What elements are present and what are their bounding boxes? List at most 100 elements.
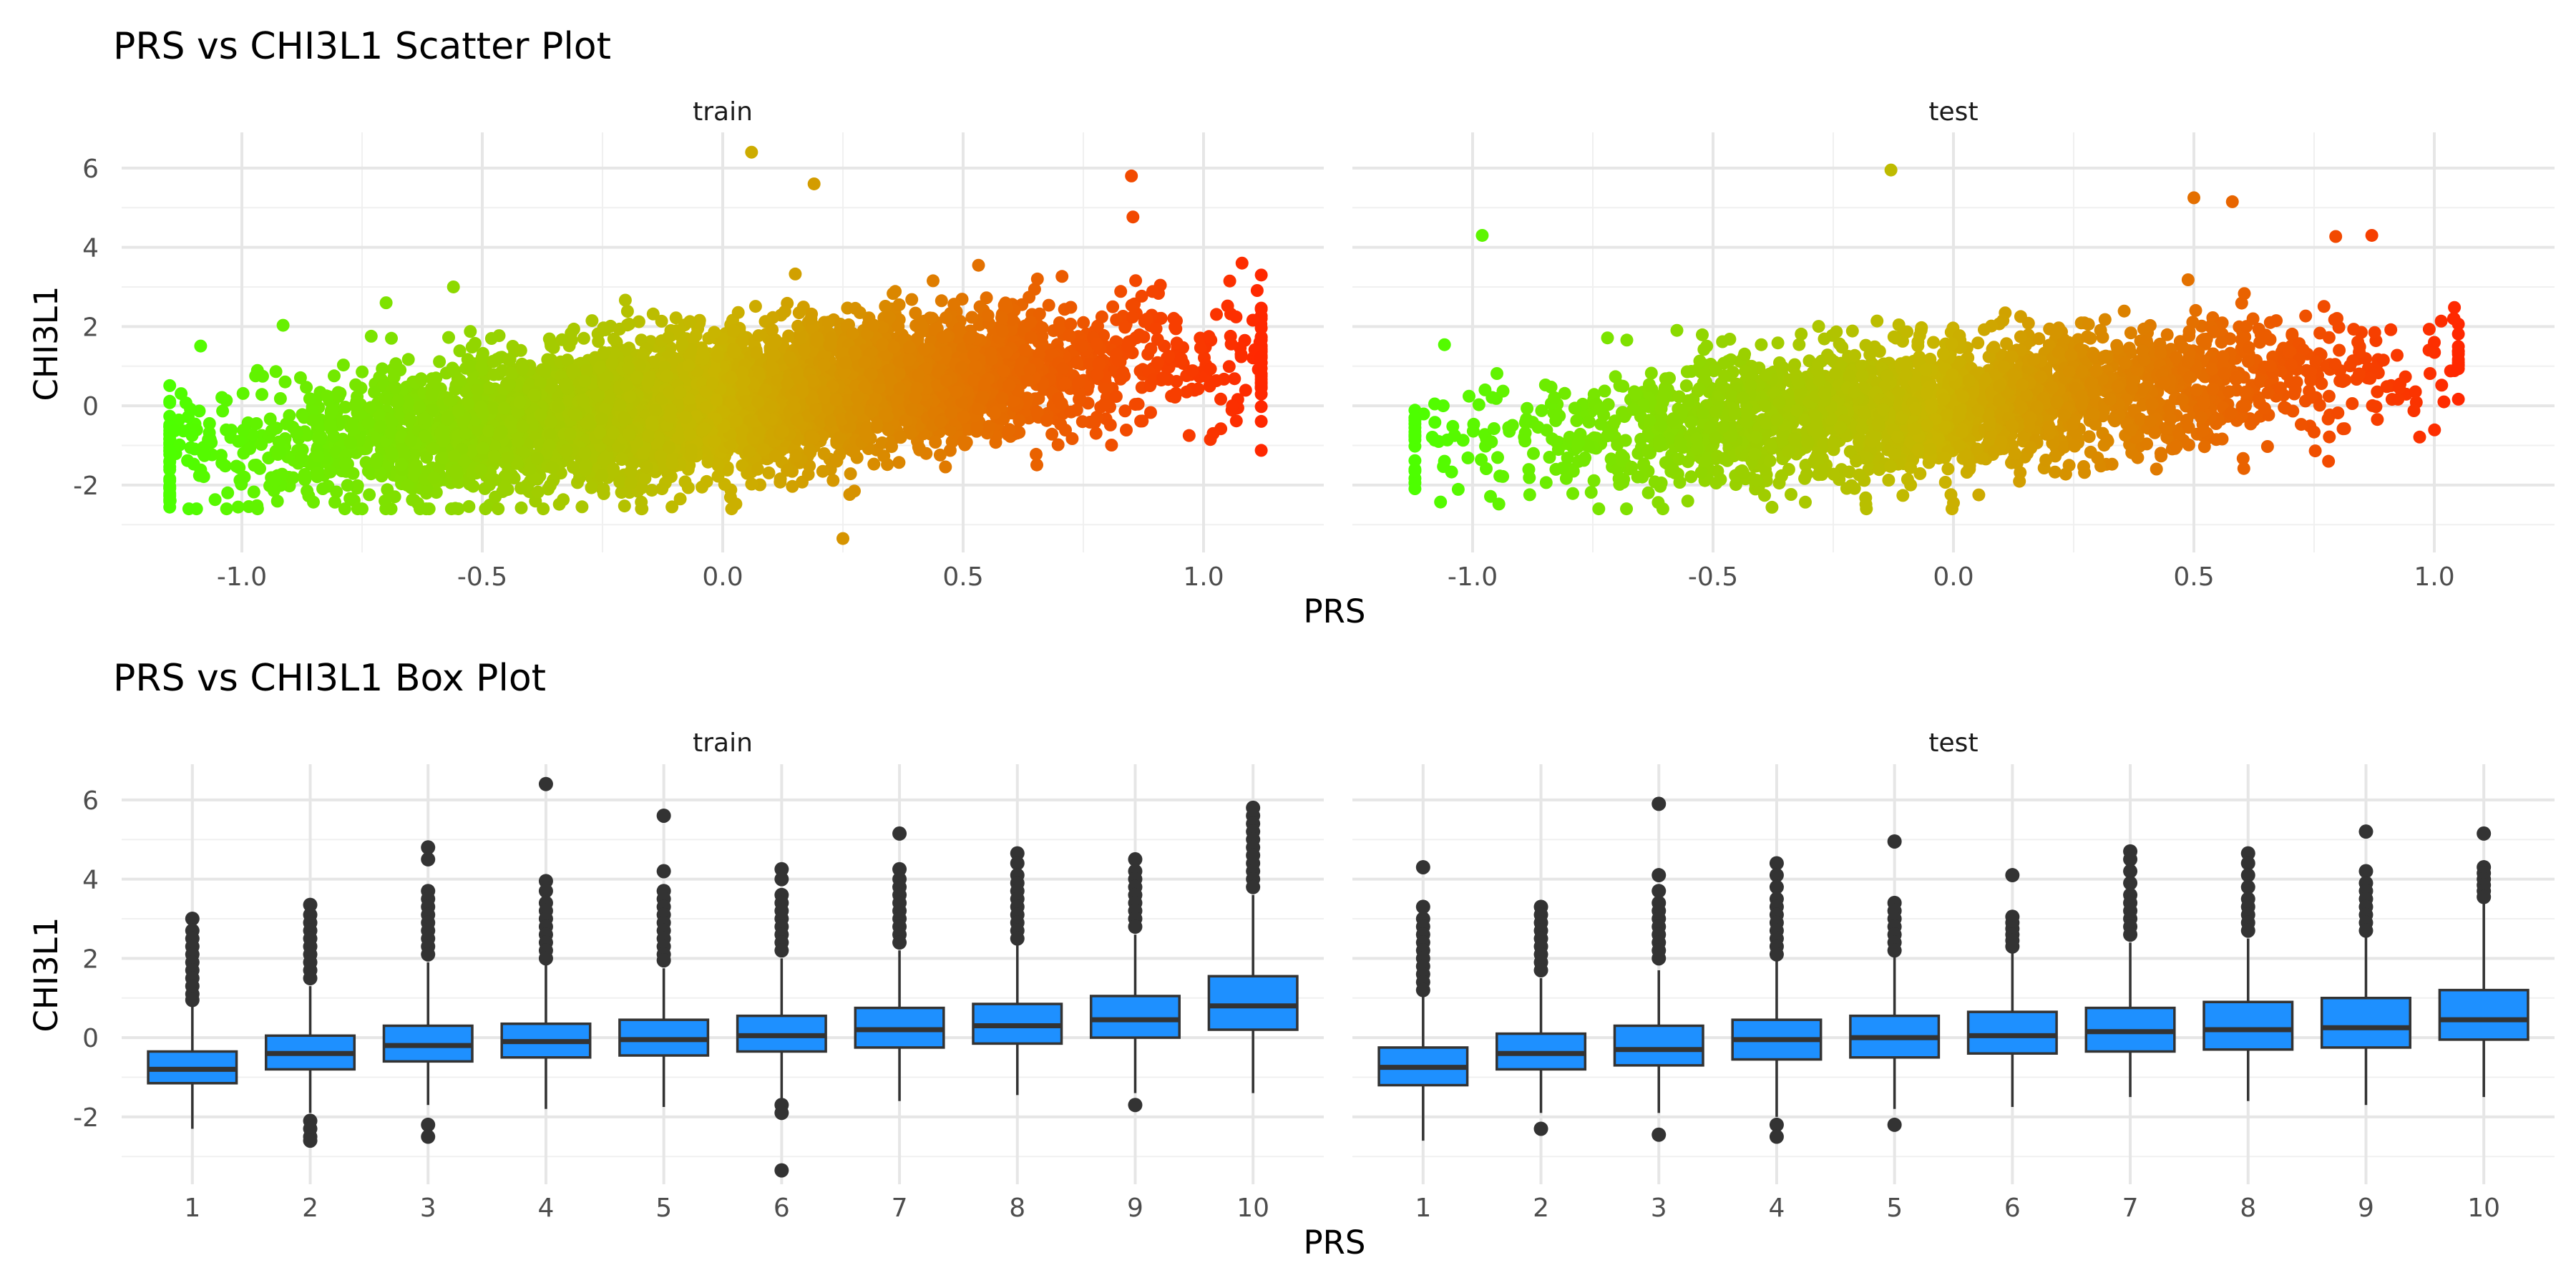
scatter-point [981,308,995,322]
scatter-point [995,391,1009,405]
scatter-point [465,341,479,353]
scatter-point [385,416,399,429]
scatter-point [351,502,364,516]
scatter-point [965,311,979,324]
scatter-point [440,412,454,426]
scatter-point [194,339,208,353]
scatter-point [1229,414,1243,428]
scatter-point [580,364,593,377]
scatter-point [545,461,559,474]
scatter-point [903,341,917,354]
scatter-point [727,324,741,338]
scatter-point [391,394,404,408]
scatter-point [237,424,250,437]
scatter-point [635,495,648,509]
scatter-point [255,388,268,401]
scatter-point [605,356,619,370]
scatter-chart: PRS vs CHI3L1 Scatter Plot train-1.0 -0.5… [27,25,2555,630]
scatter-point [478,482,492,495]
scatter-point [939,460,952,474]
scatter-point [385,331,398,345]
scatter-point [433,355,447,369]
scatter-point [1024,316,1038,329]
scatter-point [384,502,398,516]
scatter-point [1120,424,1133,436]
scatter-point [1095,310,1108,323]
scatter-point [356,365,369,379]
scatter-point [578,463,592,477]
scatter-point [957,435,970,449]
scatter-point [479,502,492,516]
scatter-point [711,459,725,472]
scatter-point [484,332,498,345]
scatter-point [821,316,835,329]
scatter-point [700,474,713,488]
scatter-point [1064,301,1078,314]
scatter-point [307,414,321,427]
scatter-point [307,495,320,509]
scatter-point [1103,418,1117,431]
scatter-x-tick-label: -0.5 [457,562,507,592]
scatter-point [606,426,620,439]
scatter-point [1204,362,1217,376]
scatter-point [530,452,544,465]
scatter-point [232,434,245,448]
scatter-point [1194,341,1207,354]
scatter-point [830,454,844,468]
scatter-point [1030,447,1043,461]
scatter-point [1105,439,1118,452]
scatter-point [1116,367,1130,381]
scatter-point [203,431,216,444]
scatter-point [311,467,324,480]
scatter-point [323,465,337,479]
scatter-point [792,306,806,320]
scatter-point [711,349,724,363]
scatter-point [1234,350,1248,364]
scatter-point [1018,343,1032,356]
scatter-point [1098,381,1111,394]
scatter-point [844,467,857,481]
scatter-x-tick-label: 1.0 [1183,562,1224,592]
scatter-point [1162,349,1176,363]
scatter-point [905,293,919,306]
scatter-point [607,332,620,346]
scatter-point [197,470,210,484]
scatter-point [597,321,610,335]
scatter-point [376,362,389,376]
scatter-point [544,479,557,492]
scatter-x-tick-label: -1.0 [217,562,267,592]
scatter-point [817,447,831,460]
scatter-point [1064,318,1078,331]
scatter-point [683,315,697,328]
scatter-point [1203,379,1216,393]
scatter-point [918,343,931,356]
scatter-point [745,477,758,491]
scatter-point [1092,358,1106,371]
scatter-point [578,447,592,460]
scatter-point [724,396,738,409]
scatter-point [805,430,819,444]
scatter-point [276,318,290,332]
scatter-point [454,374,467,387]
scatter-point [414,502,426,516]
scatter-point [414,372,428,386]
scatter-point [729,497,743,511]
scatter-point [1035,321,1049,335]
scatter-point [803,443,816,457]
scatter-point [427,471,441,484]
scatter-point [487,355,500,369]
scatter-point [853,306,867,319]
scatter-point [1023,362,1037,376]
scatter-point [1118,404,1132,418]
scatter-point [503,378,516,391]
scatter-point [263,412,277,426]
scatter-point [613,475,627,489]
scatter-point [247,485,260,499]
scatter-point [446,361,459,375]
scatter-point [984,346,997,360]
scatter-point [1146,285,1159,298]
scatter-point [889,285,902,298]
scatter-point [952,322,966,336]
scatter-point [1254,414,1268,428]
